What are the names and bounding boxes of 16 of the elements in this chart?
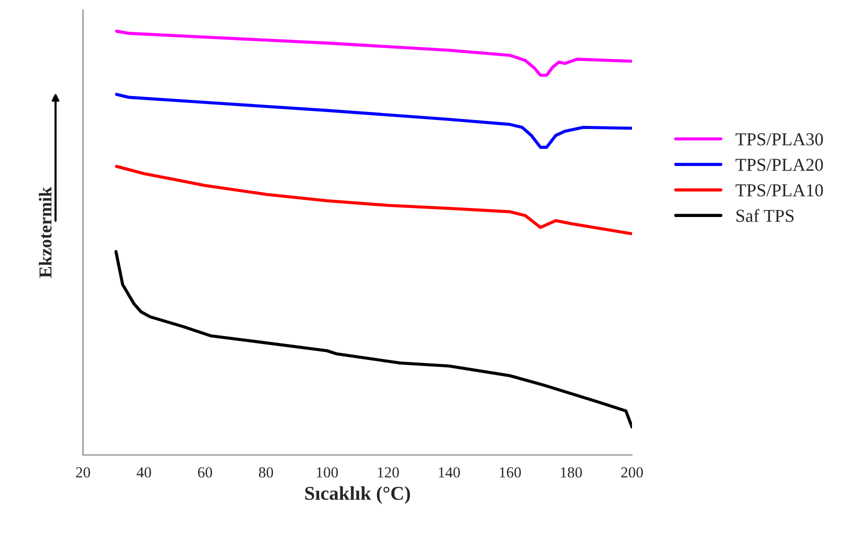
x-tick-label: 20 bbox=[76, 467, 90, 478]
x-tick-label: 60 bbox=[198, 467, 212, 478]
x-tick-label: 100 bbox=[316, 467, 338, 478]
x-tick-label: 160 bbox=[500, 467, 521, 478]
x-tick-label: 140 bbox=[438, 467, 460, 478]
x-tick-label: 180 bbox=[560, 467, 582, 478]
x-tick-label: 40 bbox=[136, 467, 152, 478]
legend-label: TPS/PLA20 bbox=[736, 158, 823, 171]
legend-label: Saf TPS bbox=[736, 209, 794, 222]
x-tick-label: 200 bbox=[621, 467, 643, 478]
y-axis-title: Ekzotermik bbox=[38, 186, 52, 278]
x-tick-label: 120 bbox=[378, 467, 399, 478]
legend-label: TPS/PLA10 bbox=[736, 184, 823, 196]
x-axis-title: Sıcaklık (°C) bbox=[305, 486, 410, 504]
x-tick-label: 80 bbox=[258, 467, 274, 478]
legend-label: TPS/PLA30 bbox=[736, 133, 823, 146]
